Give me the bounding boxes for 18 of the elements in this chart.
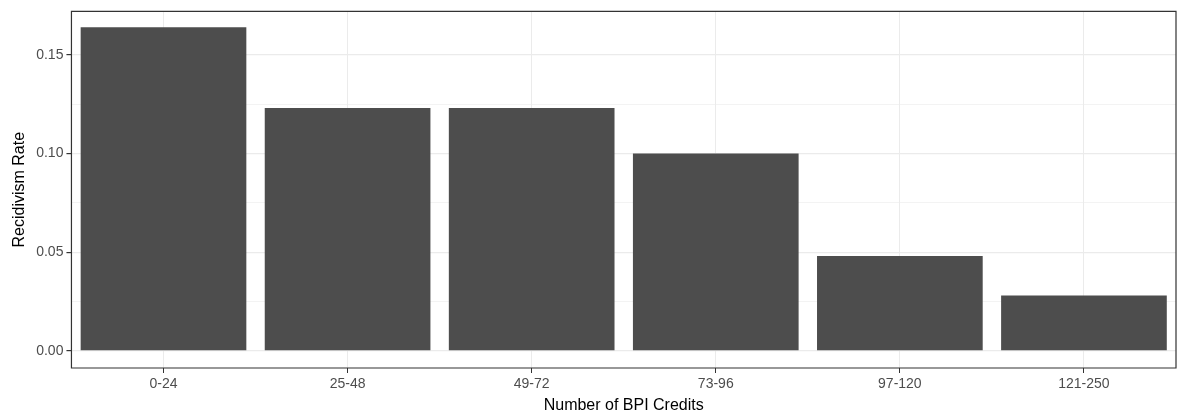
- x-tick-label: 97-120: [878, 375, 922, 392]
- x-tick-label: 73-96: [697, 375, 734, 392]
- y-tick-label: 0.10: [36, 144, 64, 161]
- bar: [1001, 295, 1167, 351]
- y-tick-label: 0.00: [36, 341, 64, 358]
- bar: [817, 256, 983, 351]
- x-tick-label: 121-250: [1058, 375, 1110, 392]
- x-tick-label: 0-24: [149, 375, 178, 392]
- x-axis-title: Number of BPI Credits: [543, 395, 704, 413]
- y-axis-title: Recidivism Rate: [10, 131, 28, 248]
- bar: [448, 108, 615, 351]
- y-tick-label: 0.05: [36, 243, 64, 260]
- y-tick-label: 0.15: [36, 45, 64, 62]
- bar: [264, 108, 431, 351]
- bar: [632, 153, 799, 351]
- x-tick-label: 49-72: [513, 375, 550, 392]
- bar: [80, 27, 247, 351]
- x-tick-label: 25-48: [329, 375, 366, 392]
